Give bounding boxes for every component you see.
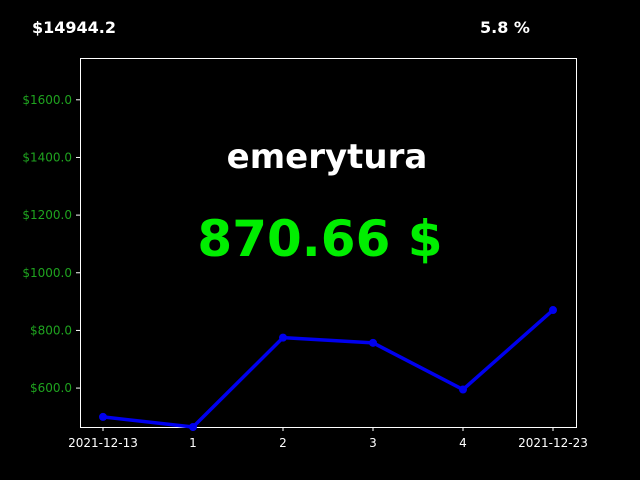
data-point [189, 423, 197, 431]
x-tick-label: 2021-12-13 [68, 436, 138, 450]
chart-overlay-value: 870.66 $ [197, 210, 442, 268]
x-tick-label: 2021-12-23 [518, 436, 588, 450]
y-tick-label: $1200.0 [22, 208, 72, 222]
y-tick-label: $1400.0 [22, 150, 72, 164]
x-tick-label: 3 [369, 436, 377, 450]
y-tick-label: $1000.0 [22, 266, 72, 280]
data-point [99, 412, 107, 421]
series-line [102, 308, 555, 429]
data-point [549, 306, 557, 315]
x-tick-label: 4 [459, 436, 467, 450]
x-tick-label: 1 [189, 436, 197, 450]
data-point [279, 333, 287, 342]
total-value: $14944.2 [32, 18, 117, 37]
data-point [369, 338, 377, 347]
data-point [459, 385, 467, 394]
y-axis: $600.0 $800.0 $1000.0 $1200.0 $1400.0 $1600.0 [22, 93, 80, 395]
chart-overlay-title: emerytura [227, 137, 428, 177]
series-group [99, 306, 557, 431]
x-tick-label: 2 [279, 436, 287, 450]
y-tick-label: $800.0 [30, 323, 72, 337]
percent-change: 5.8 % [480, 18, 530, 37]
y-tick-label: $600.0 [30, 381, 72, 395]
plot-frame [80, 58, 577, 428]
x-axis: 2021-12-13 1 2 3 4 2021-12-23 [68, 427, 588, 450]
y-tick-label: $1600.0 [22, 93, 72, 107]
